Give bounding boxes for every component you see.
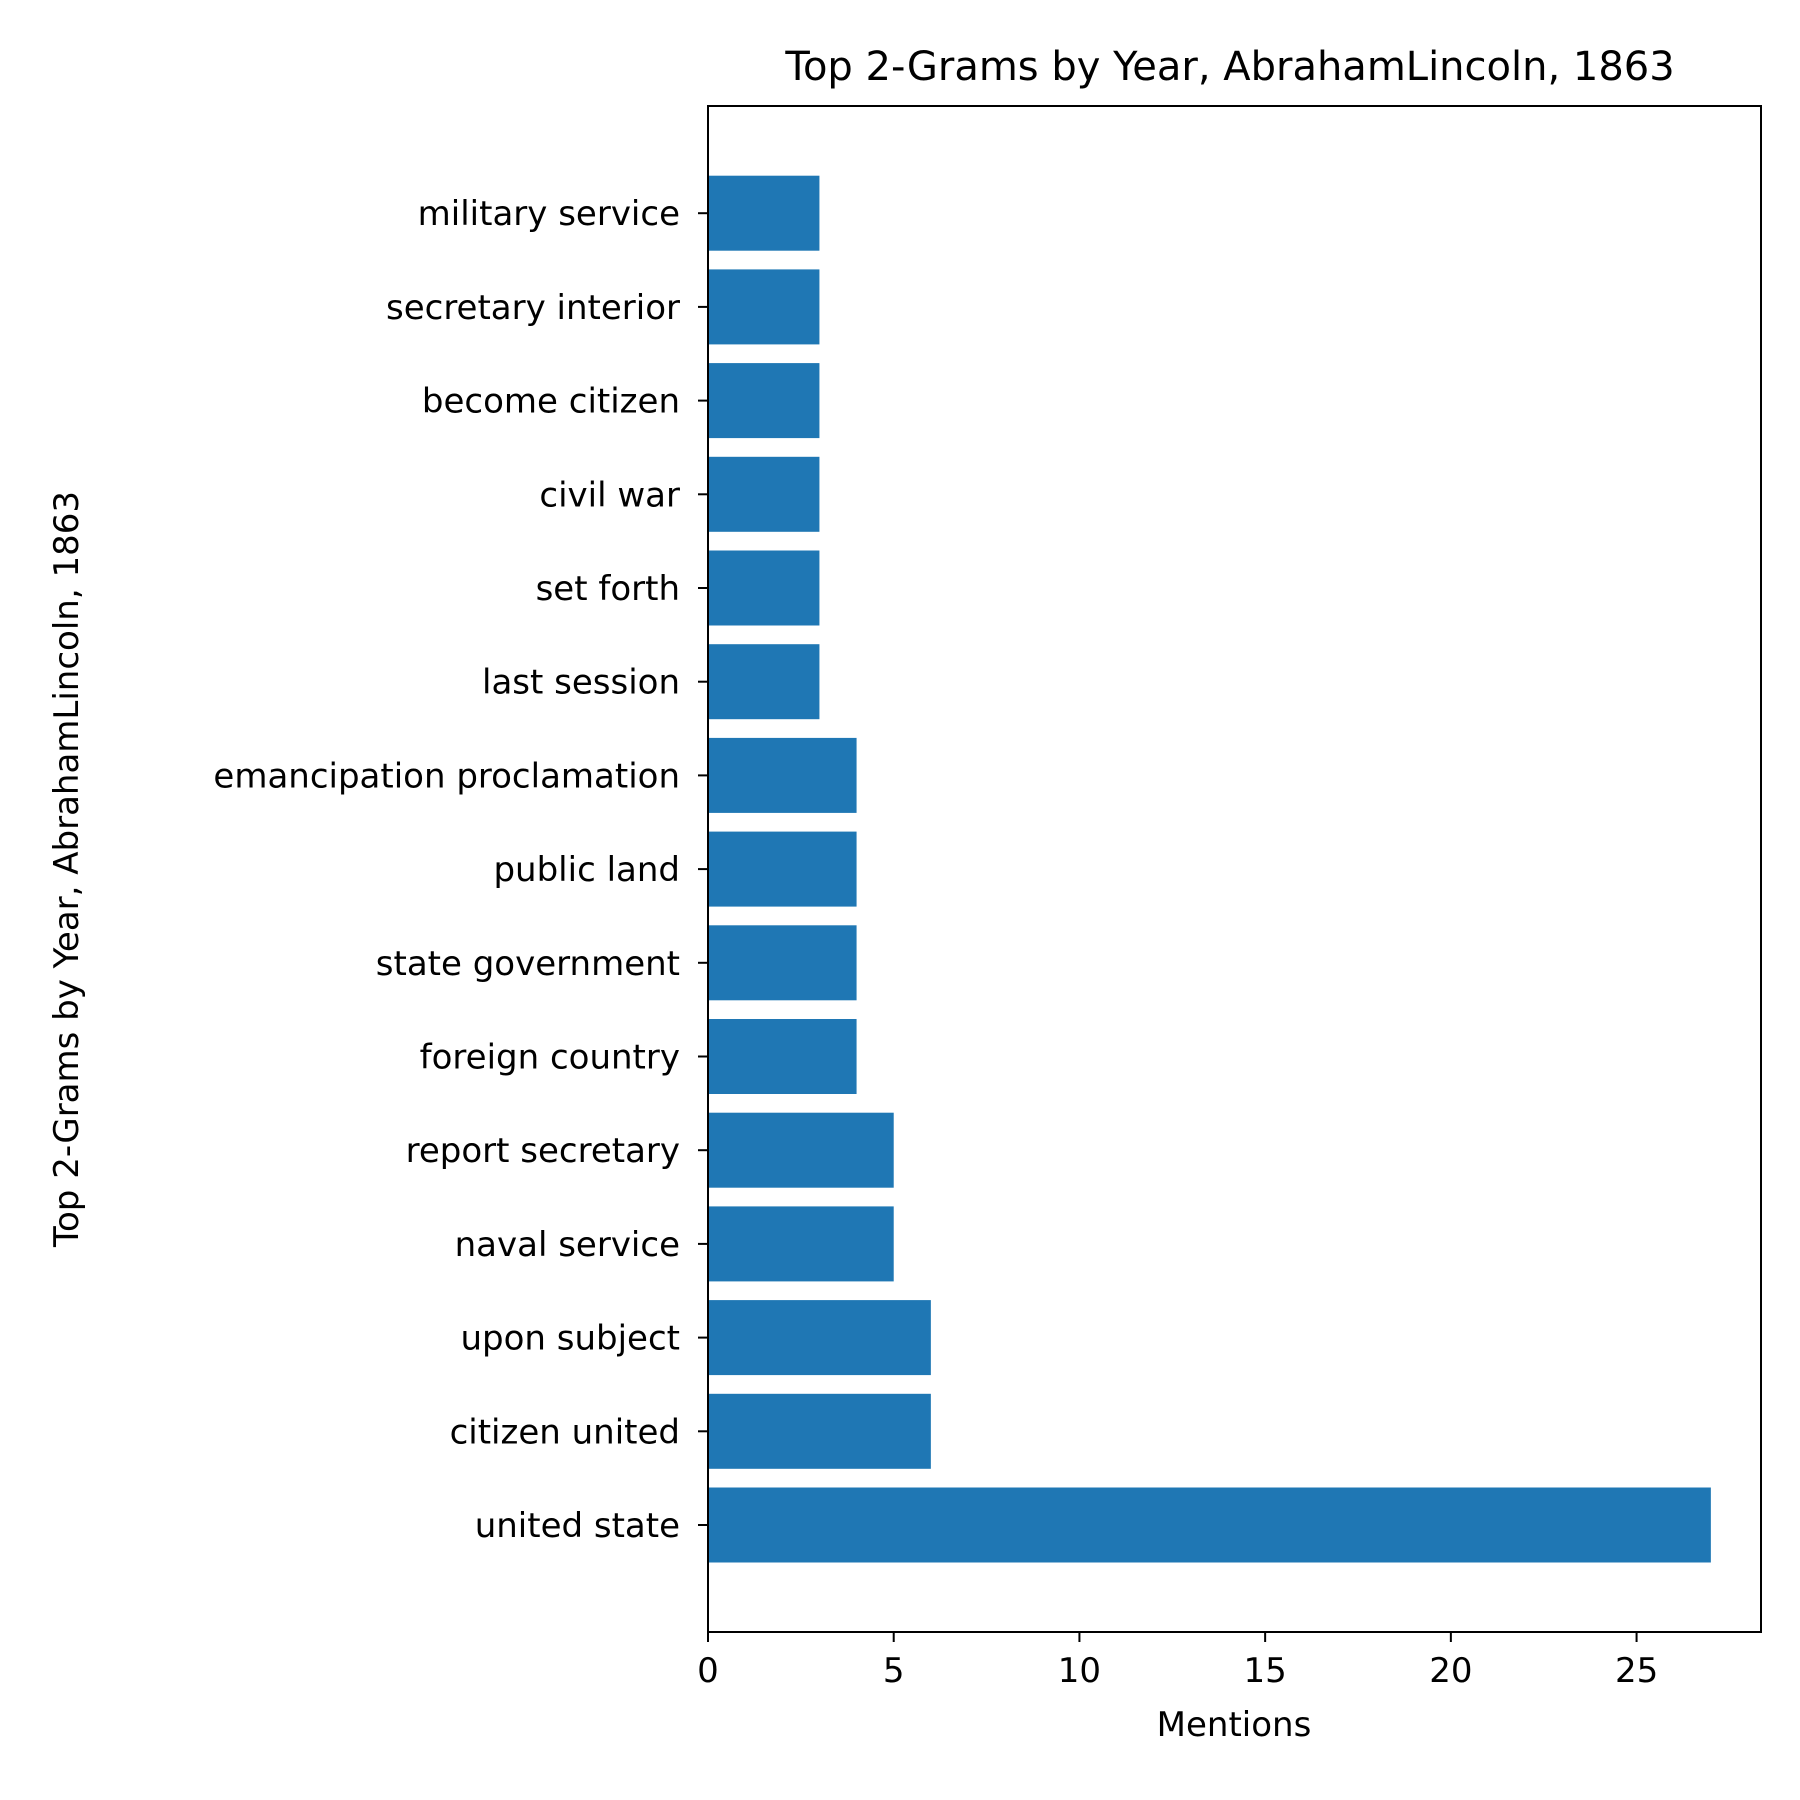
- bar-public-land: [708, 831, 857, 907]
- y-tick-label: united state: [475, 1506, 680, 1546]
- bar-emancipation-proclamation: [708, 737, 857, 813]
- x-tick-label: 5: [883, 1651, 905, 1691]
- bar-naval-service: [708, 1206, 894, 1282]
- y-tick-label: state government: [376, 944, 680, 984]
- y-tick-label: military service: [418, 194, 680, 234]
- y-axis-label: Top 2-Grams by Year, AbrahamLincoln, 186…: [47, 491, 87, 1248]
- bar-united-state: [708, 1487, 1711, 1563]
- bar-state-government: [708, 925, 857, 1001]
- bar-secretary-interior: [708, 269, 820, 345]
- y-tick-label: naval service: [455, 1225, 680, 1265]
- y-tick-label: secretary interior: [386, 288, 680, 328]
- bar-report-secretary: [708, 1112, 894, 1188]
- y-tick-label: citizen united: [450, 1412, 680, 1452]
- plot-frame: [707, 105, 1762, 1633]
- y-tick-label: foreign country: [420, 1038, 680, 1078]
- y-tick-label: public land: [493, 850, 680, 890]
- bars-group: [708, 175, 1711, 1563]
- x-tick-label: 15: [1244, 1651, 1287, 1691]
- bar-foreign-country: [708, 1019, 857, 1094]
- x-axis-ticks: 0 5 10 15 20 25: [697, 1632, 1658, 1691]
- bar-civil-war: [708, 456, 820, 532]
- x-tick-label: 20: [1429, 1651, 1472, 1691]
- bar-upon-subject: [708, 1300, 931, 1376]
- y-tick-label: emancipation proclamation: [213, 756, 680, 796]
- y-tick-label: set forth: [536, 569, 680, 609]
- bar-last-session: [708, 644, 820, 720]
- y-tick-label: become citizen: [422, 382, 680, 422]
- y-tick-label: last session: [482, 663, 680, 703]
- y-tick-label: civil war: [539, 475, 680, 515]
- x-tick-label: 25: [1615, 1651, 1658, 1691]
- x-axis-label: Mentions: [1157, 1705, 1312, 1745]
- y-tick-label: report secretary: [406, 1131, 680, 1171]
- bar-citizen-united: [708, 1393, 931, 1469]
- bar-military-service: [708, 175, 820, 251]
- bar-set-forth: [708, 550, 820, 626]
- y-tick-label: upon subject: [460, 1319, 680, 1359]
- chart-title: Top 2-Grams by Year, AbrahamLincoln, 186…: [784, 44, 1674, 90]
- bar-become-citizen: [708, 363, 820, 439]
- x-tick-label: 0: [697, 1651, 719, 1691]
- y-axis-ticks: united state citizen united upon subject na…: [213, 194, 708, 1546]
- x-tick-label: 10: [1058, 1651, 1101, 1691]
